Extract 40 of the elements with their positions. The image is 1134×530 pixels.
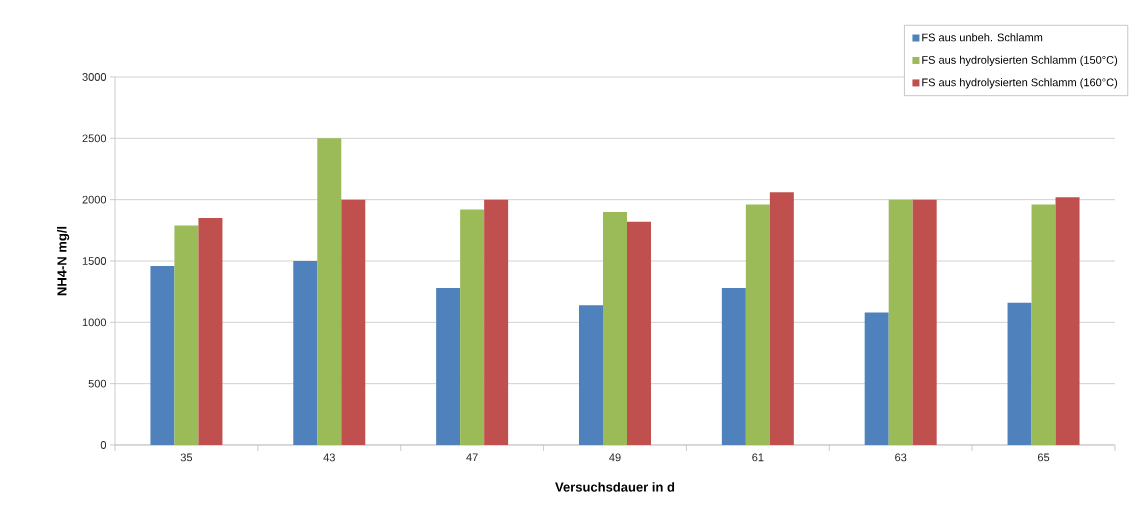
bar	[1007, 302, 1032, 445]
bar	[174, 225, 199, 445]
bar	[484, 199, 509, 445]
legend-label: FS aus hydrolysierten Schlamm (150°C)	[922, 55, 1118, 66]
legend-label: FS aus unbeh. Schlamm	[922, 33, 1043, 42]
y-axis-title: NH4-N mg/l	[57, 226, 70, 296]
bar	[769, 192, 794, 445]
x-tick-label: 35	[180, 453, 193, 462]
bar	[578, 305, 603, 445]
y-tick-label: 1500	[82, 257, 107, 265]
bar	[912, 199, 937, 445]
bar	[341, 199, 366, 445]
bar	[150, 265, 175, 445]
y-tick-label: 0	[100, 441, 107, 449]
bar	[436, 287, 461, 445]
bar	[864, 312, 889, 445]
y-tick-label: 1000	[82, 318, 107, 327]
bar	[293, 260, 318, 445]
x-axis-title: Versuchsdauer in d	[555, 482, 675, 492]
bar	[1055, 197, 1080, 445]
bar	[602, 211, 627, 445]
x-tick-label: 61	[752, 453, 764, 462]
bar	[626, 221, 651, 445]
y-tick-label: 2500	[82, 134, 107, 143]
bar	[888, 199, 913, 445]
x-tick-label: 65	[1037, 453, 1050, 462]
y-tick-label: 3000	[82, 73, 107, 81]
bar	[317, 138, 342, 445]
legend-label: FS aus hydrolysierten Schlamm (160°C)	[922, 78, 1118, 89]
bar	[1031, 204, 1056, 445]
bar	[198, 218, 223, 445]
bar	[721, 287, 746, 445]
x-tick-label: 47	[466, 453, 478, 462]
bar	[460, 209, 485, 445]
x-tick-label: 43	[323, 453, 335, 462]
y-tick-label: 500	[88, 379, 107, 388]
y-tick-label: 2000	[82, 195, 107, 204]
x-tick-label: 49	[609, 453, 621, 462]
x-tick-label: 63	[895, 453, 907, 462]
bar	[745, 204, 770, 445]
